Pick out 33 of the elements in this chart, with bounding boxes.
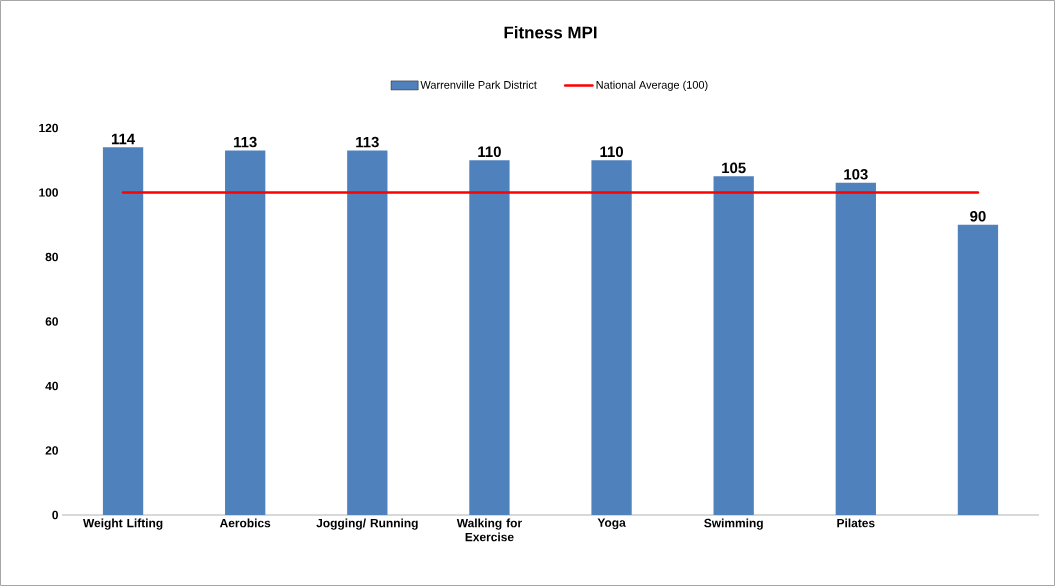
data-label: 110 <box>600 146 623 158</box>
y-tick-label: 120 <box>39 123 58 133</box>
x-tick-label: Swimming <box>704 518 763 530</box>
bar <box>469 160 510 515</box>
y-tick-label: 0 <box>52 510 58 520</box>
y-tick-label: 20 <box>45 446 58 455</box>
y-tick-label: 40 <box>45 381 58 391</box>
x-tick-label: Pilates <box>837 518 875 528</box>
bar <box>225 150 266 515</box>
data-label: 114 <box>111 133 136 145</box>
x-tick-label: Jogging/ Running <box>316 518 418 530</box>
bar <box>347 150 388 515</box>
x-tick-label: Aerobics <box>219 518 271 528</box>
legend-label: Warrenville Park District <box>420 80 537 89</box>
y-tick-label: 80 <box>45 252 58 262</box>
y-tick-label: 60 <box>45 317 58 326</box>
bar <box>835 182 876 515</box>
data-label: 113 <box>356 136 379 148</box>
data-label: 90 <box>970 210 986 222</box>
data-label: 105 <box>722 162 746 174</box>
legend-label: National Average (100) <box>596 80 708 91</box>
x-tick-label: Weight Lifting <box>83 518 163 530</box>
data-label: 103 <box>844 169 868 180</box>
bar <box>102 147 144 515</box>
bar <box>713 176 754 515</box>
x-tick-label: Walking for Exercise <box>456 518 522 542</box>
chart-title: Fitness MPI <box>504 26 597 39</box>
bar <box>591 160 632 515</box>
bar <box>957 224 999 515</box>
data-label: 110 <box>478 146 501 158</box>
x-tick-label: Yoga <box>597 518 626 530</box>
y-tick-label: 100 <box>39 188 58 197</box>
data-label: 113 <box>234 136 257 148</box>
